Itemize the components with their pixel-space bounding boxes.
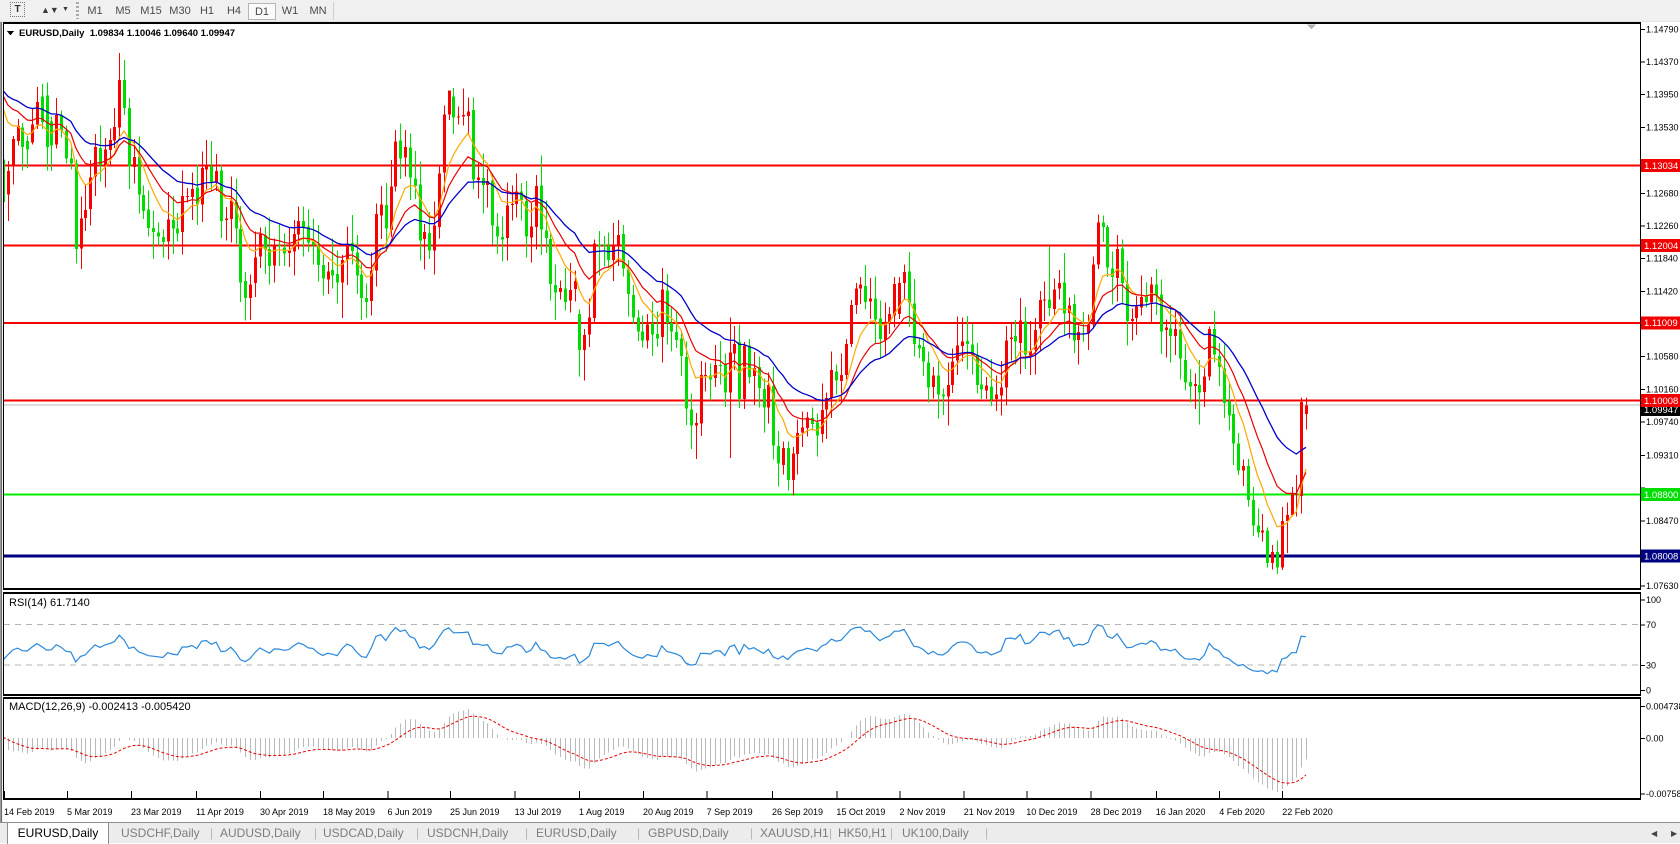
svg-text:1.13034: 1.13034 bbox=[1644, 161, 1678, 172]
svg-text:70: 70 bbox=[1646, 620, 1656, 630]
svg-text:11 Apr 2019: 11 Apr 2019 bbox=[196, 807, 244, 817]
svg-text:1.08800: 1.08800 bbox=[1644, 490, 1678, 501]
svg-text:100: 100 bbox=[1646, 595, 1661, 605]
svg-text:1.11840: 1.11840 bbox=[1646, 254, 1678, 264]
svg-text:10 Dec 2019: 10 Dec 2019 bbox=[1026, 807, 1077, 817]
svg-text:6 Jun 2019: 6 Jun 2019 bbox=[388, 807, 433, 817]
svg-text:20 Aug 2019: 20 Aug 2019 bbox=[643, 807, 694, 817]
svg-text:23 Mar 2019: 23 Mar 2019 bbox=[131, 807, 182, 817]
svg-text:-0.00758: -0.00758 bbox=[1646, 789, 1680, 799]
svg-text:1.14370: 1.14370 bbox=[1646, 57, 1679, 67]
svg-text:5 Mar 2019: 5 Mar 2019 bbox=[67, 807, 113, 817]
svg-text:13 Jul 2019: 13 Jul 2019 bbox=[515, 807, 562, 817]
svg-text:18 May 2019: 18 May 2019 bbox=[323, 807, 375, 817]
svg-text:0.00: 0.00 bbox=[1646, 734, 1664, 744]
svg-text:7 Sep 2019: 7 Sep 2019 bbox=[707, 807, 753, 817]
svg-text:1 Aug 2019: 1 Aug 2019 bbox=[579, 807, 625, 817]
svg-text:1.08470: 1.08470 bbox=[1646, 516, 1679, 526]
svg-text:2 Nov 2019: 2 Nov 2019 bbox=[900, 807, 946, 817]
svg-text:14 Feb 2019: 14 Feb 2019 bbox=[4, 807, 55, 817]
svg-text:0: 0 bbox=[1646, 686, 1651, 696]
svg-text:RSI(14) 61.7140: RSI(14) 61.7140 bbox=[9, 597, 90, 609]
svg-text:1.10008: 1.10008 bbox=[1644, 396, 1678, 407]
svg-text:EURUSD,Daily 1.09834 1.10046: EURUSD,Daily 1.09834 1.10046 1.09640 1.0… bbox=[19, 28, 235, 39]
svg-text:21 Nov 2019: 21 Nov 2019 bbox=[964, 807, 1015, 817]
svg-text:1.10580: 1.10580 bbox=[1646, 352, 1679, 362]
svg-text:1.13950: 1.13950 bbox=[1646, 90, 1679, 100]
svg-text:MACD(12,26,9) -0.002413 -0.005: MACD(12,26,9) -0.002413 -0.005420 bbox=[9, 701, 191, 713]
svg-text:26 Sep 2019: 26 Sep 2019 bbox=[772, 807, 823, 817]
svg-text:1.08008: 1.08008 bbox=[1644, 552, 1678, 563]
svg-text:1.11009: 1.11009 bbox=[1644, 318, 1678, 329]
svg-text:1.09947: 1.09947 bbox=[1644, 405, 1678, 416]
svg-text:1.09310: 1.09310 bbox=[1646, 451, 1679, 461]
svg-text:1.09740: 1.09740 bbox=[1646, 417, 1679, 427]
svg-text:22 Feb 2020: 22 Feb 2020 bbox=[1282, 807, 1333, 817]
svg-text:16 Jan 2020: 16 Jan 2020 bbox=[1156, 807, 1206, 817]
svg-text:0.004738: 0.004738 bbox=[1646, 702, 1680, 712]
svg-text:25 Jun 2019: 25 Jun 2019 bbox=[450, 807, 500, 817]
svg-text:1.13530: 1.13530 bbox=[1646, 122, 1679, 132]
svg-text:1.14790: 1.14790 bbox=[1646, 24, 1679, 34]
svg-text:1.07630: 1.07630 bbox=[1646, 581, 1679, 591]
svg-text:15 Oct 2019: 15 Oct 2019 bbox=[836, 807, 885, 817]
svg-text:1.10160: 1.10160 bbox=[1646, 384, 1679, 394]
svg-text:30 Apr 2019: 30 Apr 2019 bbox=[260, 807, 309, 817]
svg-text:28 Dec 2019: 28 Dec 2019 bbox=[1091, 807, 1142, 817]
svg-text:1.12004: 1.12004 bbox=[1644, 241, 1678, 252]
svg-text:4 Feb 2020: 4 Feb 2020 bbox=[1219, 807, 1265, 817]
svg-text:1.11420: 1.11420 bbox=[1646, 286, 1678, 296]
svg-text:1.12680: 1.12680 bbox=[1646, 188, 1679, 198]
svg-text:30: 30 bbox=[1646, 661, 1656, 671]
svg-text:1.12260: 1.12260 bbox=[1646, 221, 1679, 231]
